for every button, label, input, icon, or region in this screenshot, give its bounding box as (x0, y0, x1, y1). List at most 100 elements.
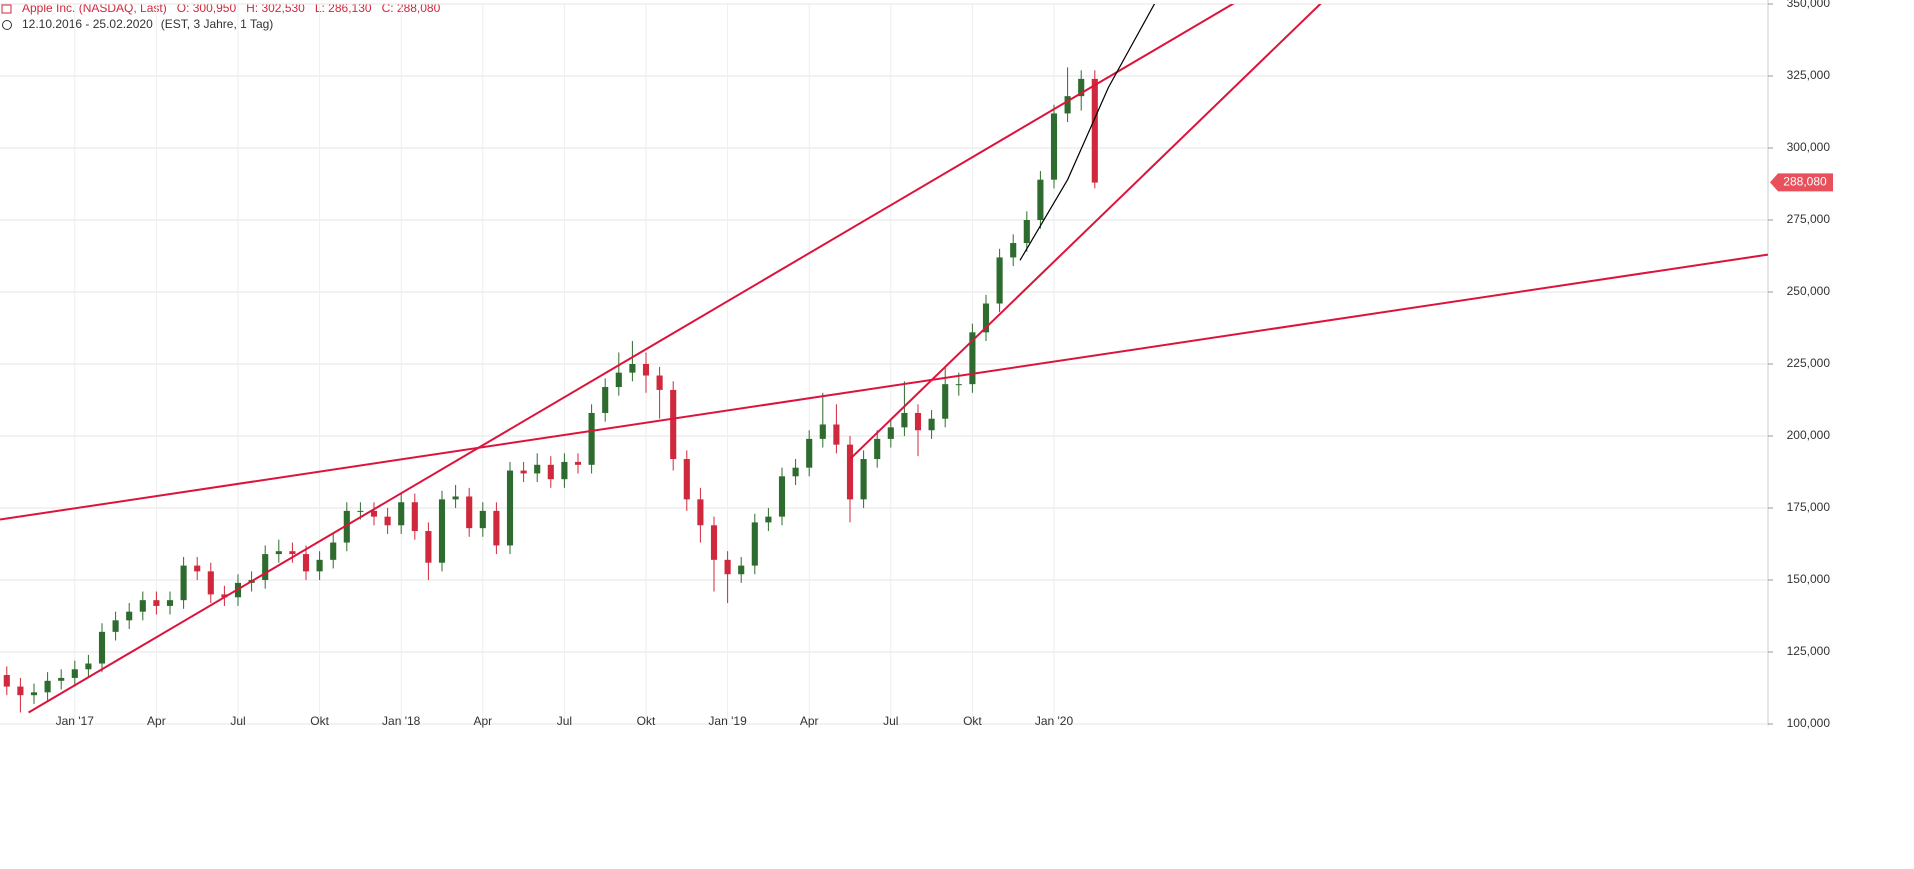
candle-body (602, 387, 609, 413)
candle-body (153, 600, 160, 606)
candle-body (833, 424, 840, 445)
candle-body (207, 571, 214, 595)
x-tick-label: Okt (963, 714, 982, 728)
legend-item: O: 300,950 (177, 1, 237, 15)
candle-body (520, 470, 527, 474)
candle-body (1078, 78, 1085, 97)
candle-body (316, 559, 323, 572)
y-tick-label: 175,000 (1787, 500, 1831, 514)
candle-body (1091, 78, 1098, 183)
legend-item: L: 286,130 (315, 1, 372, 15)
x-tick-label: Jul (230, 714, 245, 728)
candle-body (738, 565, 745, 575)
candle-body (425, 531, 432, 563)
candle-body (670, 389, 677, 460)
candle-body (194, 565, 201, 572)
candle-body (330, 542, 337, 560)
candle-body (683, 459, 690, 500)
subtitle-note: (EST, 3 Jahre, 1 Tag) (161, 17, 274, 31)
candle-body (846, 444, 854, 500)
x-tick-label: Jul (883, 714, 898, 728)
x-tick-label: Apr (800, 714, 819, 728)
plot-area (0, 4, 1768, 714)
candle-body (275, 551, 282, 555)
candle-body (112, 620, 119, 632)
candle-body (887, 427, 894, 439)
candle-body (982, 303, 990, 333)
candle-body (71, 669, 78, 678)
candle-body (534, 464, 541, 474)
candle-body (370, 510, 378, 517)
candle-body (1064, 96, 1071, 114)
candle-body (874, 438, 881, 460)
y-tick-label: 300,000 (1787, 140, 1831, 154)
candle-body (724, 559, 731, 575)
candle-body (343, 510, 350, 543)
candle-body (139, 600, 146, 612)
candle-body (819, 424, 826, 439)
candle-body (262, 554, 269, 580)
x-tick-label: Jan '18 (382, 714, 421, 728)
candle-body (914, 412, 922, 431)
subtitle: 12.10.2016 - 25.02.2020 (22, 17, 153, 31)
legend-name: Apple Inc. (NASDAQ, Last) (22, 1, 167, 15)
candle-body (221, 594, 228, 598)
candle-body (574, 461, 582, 465)
y-tick-label: 100,000 (1787, 716, 1831, 730)
x-tick-label: Apr (147, 714, 166, 728)
instrument-icon (1, 4, 12, 14)
candle-body (1050, 113, 1058, 180)
trendline (28, 4, 1235, 714)
grid (0, 3, 1768, 725)
candle-body (452, 496, 459, 500)
x-tick-label: Apr (473, 714, 492, 728)
candle-body (1037, 179, 1044, 220)
candle-body (166, 600, 174, 606)
candle-body (710, 525, 718, 560)
y-tick-label: 125,000 (1787, 644, 1831, 658)
clock-icon (2, 20, 12, 30)
candle-body (765, 516, 772, 523)
candle-body (506, 470, 514, 546)
candle-body (180, 565, 187, 601)
candle-body (615, 372, 622, 388)
trendline (1019, 4, 1156, 261)
candle-body (697, 499, 704, 526)
y-tick-label: 200,000 (1787, 428, 1831, 442)
y-tick-label: 325,000 (1787, 68, 1831, 82)
candle-body (588, 412, 595, 465)
candle-body (806, 438, 813, 468)
candle-body (44, 680, 51, 693)
y-tick-label: 350,000 (1787, 0, 1831, 10)
candle-body (98, 631, 106, 664)
y-tick-label: 150,000 (1787, 572, 1831, 586)
x-tick-label: Jan '19 (708, 714, 747, 728)
candle-body (438, 499, 446, 563)
candle-body (357, 510, 364, 512)
x-tick-label: Jul (557, 714, 572, 728)
candle-body (996, 257, 1003, 304)
candle-body (955, 384, 962, 386)
candle-body (85, 663, 92, 670)
candle-body (466, 496, 473, 529)
candle-body (792, 467, 799, 477)
candle-body (901, 412, 908, 428)
legend-item: H: 302,530 (246, 1, 305, 15)
candle-body (411, 502, 418, 532)
candle-body (969, 332, 976, 385)
last-price-tag (1770, 173, 1833, 192)
candle-body (942, 384, 949, 419)
candle-body (928, 418, 935, 431)
candle-body (289, 551, 296, 555)
candle-body (860, 459, 867, 500)
y-tick-label: 225,000 (1787, 356, 1831, 370)
candle-body (3, 675, 10, 687)
candle-body (17, 686, 24, 696)
x-tick-label: Okt (637, 714, 656, 728)
candle-body (642, 364, 650, 376)
candle-body (58, 677, 65, 681)
last-price-label: 288,080 (1783, 175, 1827, 189)
candle-body (126, 611, 133, 621)
candle-body (1010, 243, 1017, 258)
